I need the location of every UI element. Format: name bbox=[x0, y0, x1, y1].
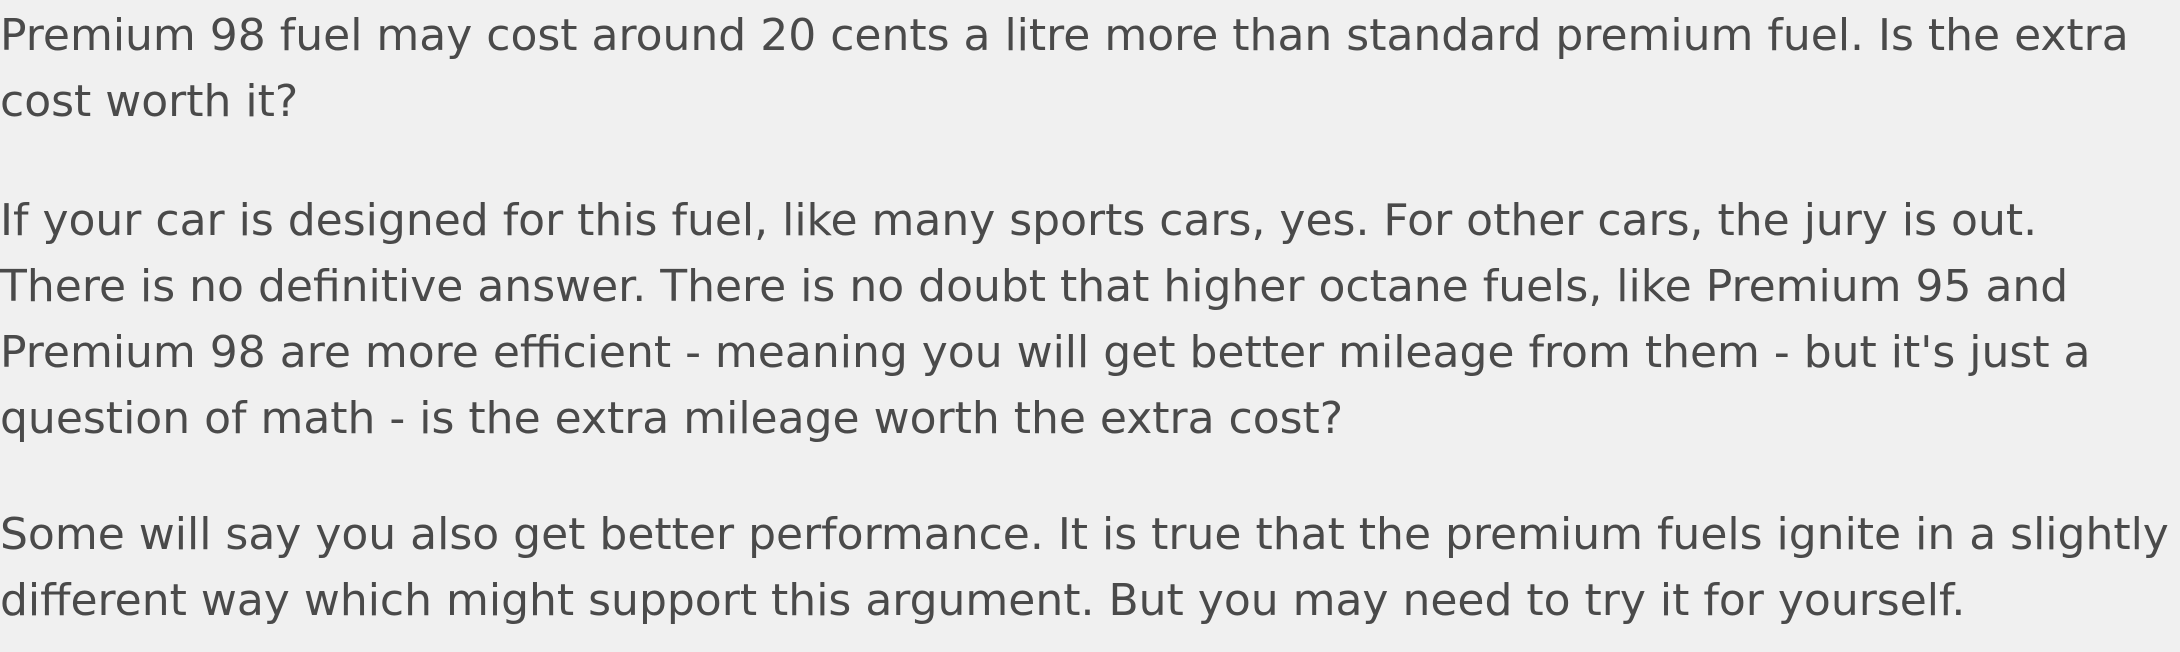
paragraph-premium-98-cost: Premium 98 fuel may cost around 20 cents… bbox=[0, 10, 2129, 127]
paragraph-performance: Some will say you also get better perfor… bbox=[0, 509, 2169, 626]
paragraph-octane-efficiency: If your car is designed for this fuel, l… bbox=[0, 195, 2091, 444]
